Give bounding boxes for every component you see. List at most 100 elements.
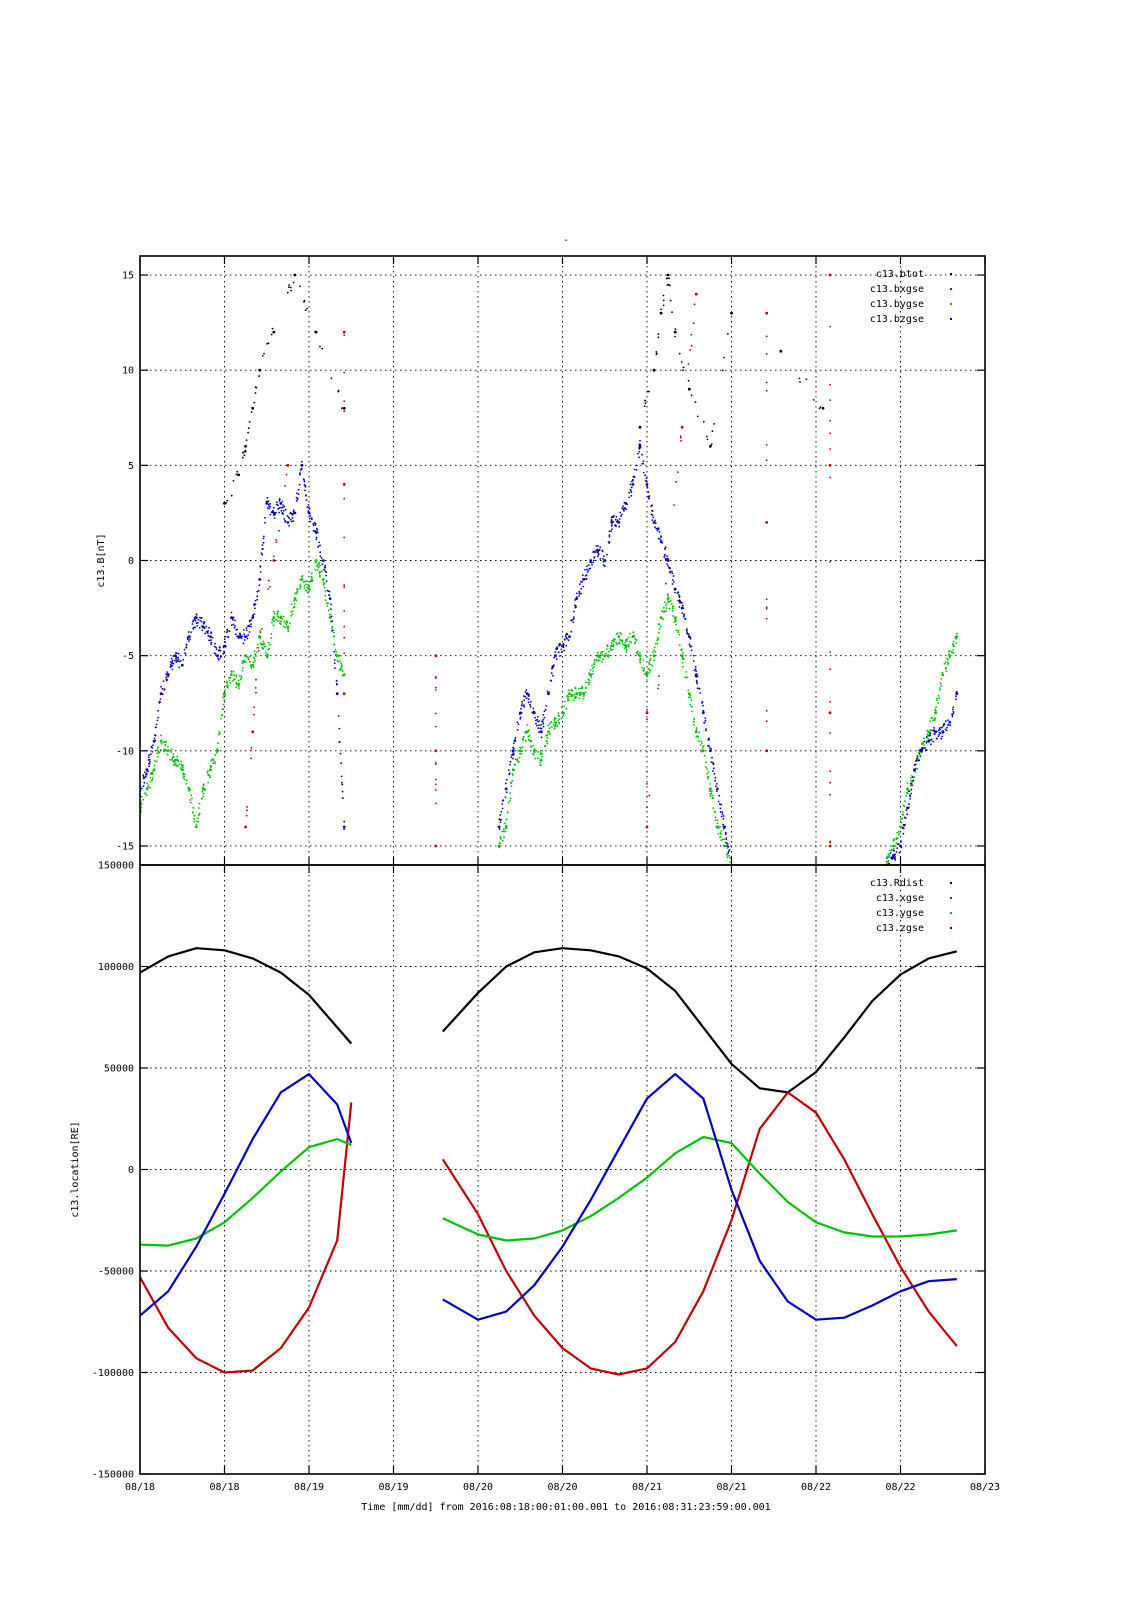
bzgse-point <box>198 626 201 629</box>
btot-point <box>243 454 246 457</box>
bygse-point <box>592 670 595 672</box>
bzgse-point <box>642 471 645 474</box>
bygse-point <box>528 740 531 742</box>
bygse-point <box>149 776 152 779</box>
bzgse-point <box>639 446 642 449</box>
bxgse-point <box>434 689 437 691</box>
bzgse-point <box>334 667 336 669</box>
bxgse-point <box>829 840 831 843</box>
bygse-point <box>619 631 622 634</box>
bzgse-point <box>512 757 514 760</box>
bzgse-point <box>647 495 650 498</box>
bzgse-point <box>507 769 510 771</box>
bzgse-point <box>165 673 168 676</box>
btot-point <box>235 473 238 476</box>
bzgse-point <box>328 594 331 597</box>
bzgse-point <box>341 781 343 784</box>
bygse-point <box>301 575 304 577</box>
bygse-point <box>142 798 145 801</box>
bygse-point <box>149 772 152 774</box>
bzgse-point <box>291 514 294 516</box>
bzgse-point <box>710 761 713 764</box>
bzgse-point <box>291 517 294 519</box>
bzgse-point <box>635 469 638 471</box>
bygse-point <box>537 750 540 753</box>
bygse-point <box>553 719 555 721</box>
bygse-point <box>175 764 178 767</box>
bzgse-point <box>205 625 208 628</box>
btot-point <box>798 377 801 380</box>
bxgse-point <box>244 825 248 829</box>
bzgse-point <box>949 724 952 727</box>
bzgse-point <box>319 551 322 554</box>
bygse-point <box>258 635 262 638</box>
bygse-point <box>299 587 302 590</box>
bygse-point <box>681 648 683 651</box>
bzgse-point <box>705 729 707 732</box>
bygse-point <box>685 671 688 673</box>
bzgse-point <box>525 689 528 691</box>
bygse-point <box>331 627 333 629</box>
x-tick-label: 08/20 <box>547 1482 577 1493</box>
bygse-point <box>217 733 220 736</box>
bygse-point <box>175 759 177 762</box>
bygse-point <box>151 777 154 779</box>
bygse-point <box>240 677 243 679</box>
y-tick-label: -50000 <box>98 1267 134 1278</box>
bzgse-point <box>908 790 911 793</box>
btot-point <box>250 411 253 413</box>
bxgse-point <box>343 610 346 612</box>
bzgse-point <box>338 727 341 730</box>
bzgse-point <box>597 545 599 547</box>
bzgse-point <box>929 739 931 742</box>
bzgse-point <box>210 639 213 641</box>
bygse-point <box>707 770 710 773</box>
bygse-point <box>259 637 261 640</box>
bygse-point <box>507 801 510 804</box>
btot-point <box>659 311 663 315</box>
bygse-point <box>182 772 185 774</box>
bygse-point <box>505 827 508 830</box>
bzgse-point <box>552 674 554 677</box>
bxgse-point <box>658 675 660 678</box>
bzgse-point <box>581 581 584 583</box>
bygse-point <box>247 656 249 659</box>
bygse-point <box>707 777 709 780</box>
y-tick-label: 100000 <box>98 962 134 973</box>
y-tick-label: 5 <box>128 461 134 472</box>
bzgse-point <box>243 639 246 641</box>
bxgse-point <box>679 435 682 437</box>
bygse-point <box>291 610 294 613</box>
bzgse-point <box>145 772 148 774</box>
bygse-point <box>593 666 595 668</box>
btot-point <box>253 401 256 404</box>
bygse-point <box>513 769 515 771</box>
btot-point <box>337 389 340 392</box>
bzgse-point <box>540 723 543 726</box>
bygse-point <box>316 569 319 572</box>
bygse-point <box>228 676 230 679</box>
bzgse-point <box>722 815 725 817</box>
bygse-point <box>686 676 689 679</box>
bzgse-point <box>633 476 636 479</box>
bygse-point <box>280 620 283 623</box>
bxgse-point <box>765 381 768 384</box>
bygse-point <box>176 755 179 758</box>
bygse-point <box>198 812 201 815</box>
bygse-point <box>591 667 594 670</box>
bzgse-point <box>187 635 191 638</box>
btot-point <box>258 368 262 372</box>
btot-point <box>247 427 250 430</box>
bygse-point <box>172 753 175 755</box>
bxgse-point <box>829 419 831 422</box>
bzgse-point <box>690 645 693 648</box>
bzgse-point <box>300 460 303 463</box>
bygse-point <box>675 623 677 626</box>
bygse-point <box>241 669 244 672</box>
bxgse-point <box>646 709 648 711</box>
bzgse-point <box>672 581 675 583</box>
bzgse-point <box>316 529 319 531</box>
bzgse-point <box>672 575 675 577</box>
bxgse-point <box>679 436 682 439</box>
bygse-point <box>938 687 941 689</box>
